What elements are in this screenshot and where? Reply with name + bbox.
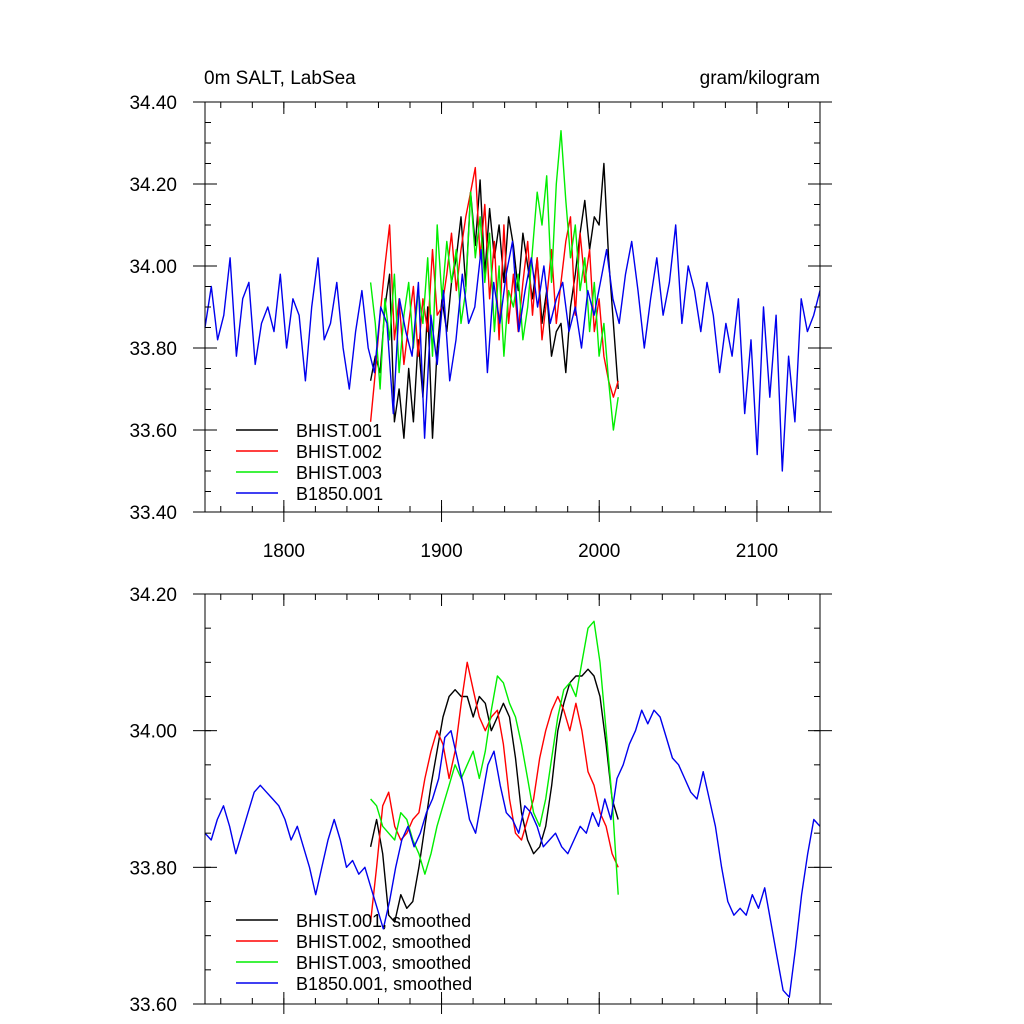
top-y-tick-label: 34.20 — [129, 175, 177, 196]
bottom-legend-label: BHIST.001, smoothed — [296, 911, 471, 931]
bottom-y-tick-label: 33.80 — [129, 858, 177, 879]
top-series-line-bhist-002 — [369, 166, 619, 422]
bottom-series-line-bhist-002-smoothed — [369, 661, 619, 923]
top-legend-label: BHIST.003 — [296, 463, 382, 483]
top-x-tick-label: 1800 — [263, 541, 305, 562]
top-y-tick-label: 34.40 — [129, 93, 177, 114]
top-series-line-bhist-001 — [369, 162, 619, 439]
top-y-tick-label: 34.00 — [129, 257, 177, 278]
top-chart-panel: 0m SALT, LabSea gram/kilogram 33.40 33.60… — [129, 68, 832, 562]
top-legend-label: BHIST.002 — [296, 442, 382, 462]
top-chart-series — [204, 129, 821, 472]
top-x-tick-label: 1900 — [420, 541, 462, 562]
bottom-legend-label: B1850.001, smoothed — [296, 974, 472, 994]
top-y-tick-label: 33.40 — [129, 503, 177, 524]
bottom-y-tick-label: 34.20 — [129, 585, 177, 606]
top-chart-title: 0m SALT, LabSea — [204, 68, 356, 89]
bottom-chart-ticks: 33.60 33.80 34.00 34.20 — [129, 585, 832, 1016]
bottom-y-tick-label: 34.00 — [129, 722, 177, 743]
bottom-series-line-b1850-001-smoothed — [204, 709, 821, 998]
top-x-tick-label: 2100 — [736, 541, 778, 562]
bottom-chart-panel: 33.60 33.80 34.00 34.20 BHIST.001, smoothed… — [129, 585, 832, 1016]
top-legend-label: BHIST.001 — [296, 421, 382, 441]
top-chart-ticks: 33.40 33.60 33.80 34.00 34.20 34.40 1800 1900 20… — [129, 93, 832, 562]
bottom-chart-series — [204, 620, 821, 998]
bottom-series-line-bhist-003-smoothed — [370, 620, 619, 895]
top-y-tick-label: 33.80 — [129, 339, 177, 360]
top-series-line-b1850-001 — [204, 224, 821, 472]
bottom-y-tick-label: 33.60 — [129, 995, 177, 1016]
bottom-legend-label: BHIST.003, smoothed — [296, 953, 471, 973]
top-x-tick-label: 2000 — [578, 541, 620, 562]
bottom-legend-label: BHIST.002, smoothed — [296, 932, 471, 952]
top-y-tick-label: 33.60 — [129, 421, 177, 442]
top-legend-label: B1850.001 — [296, 484, 383, 504]
bottom-series-line-bhist-001-smoothed — [369, 668, 619, 923]
top-series-line-bhist-003 — [369, 129, 619, 431]
top-chart-units: gram/kilogram — [700, 68, 820, 89]
